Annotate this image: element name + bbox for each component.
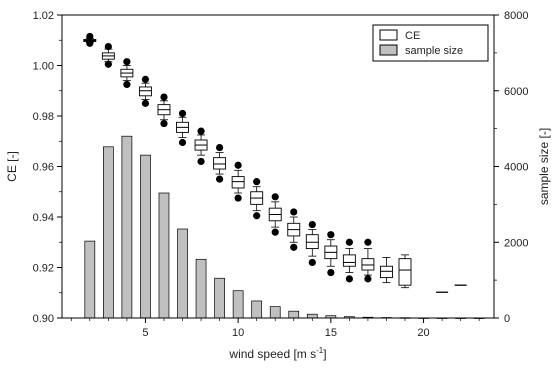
y-left-tick-label: 1.00 [33, 61, 54, 73]
sample-size-bar [195, 258, 207, 319]
legend: CE sample size [372, 24, 489, 62]
ce-outlier-point [308, 258, 316, 267]
ce-outlier-point [141, 99, 150, 107]
ce-outlier-point [364, 275, 372, 283]
ce-box [361, 258, 375, 271]
sample-size-bar [251, 300, 263, 319]
ce-box [138, 86, 152, 97]
sample-size-bar [140, 154, 151, 319]
sample-size-bars [84, 135, 485, 319]
ce-box [305, 234, 319, 250]
ce-outlier-point [327, 231, 335, 239]
ce-outlier-point [123, 80, 131, 89]
y-left-ticks: 0.90 0.92 0.94 0.96 0.98 1.00 1.02 [33, 10, 62, 325]
ce-outlier-point [234, 161, 242, 169]
ce-outlier-point [86, 32, 94, 41]
y-right-ticks: 0 2000 4000 6000 8000 [494, 10, 528, 325]
ce-outlier-point [104, 42, 112, 51]
ce-box [342, 254, 356, 267]
x-tick-label: 20 [417, 327, 429, 339]
ce-outlier-point [160, 119, 168, 128]
y-right-axis-label: sample size [-] [537, 128, 551, 205]
ce-outlier-point [327, 268, 335, 277]
sample-size-bar [84, 240, 96, 319]
sample-size-bar [232, 290, 244, 319]
sample-size-bar [177, 228, 188, 319]
ce-outlier-point [345, 238, 353, 246]
ce-box [398, 258, 412, 286]
ce-outlier-point [364, 238, 372, 246]
ce-boxplots [83, 32, 467, 293]
legend-swatch-sample-size [379, 44, 398, 56]
ce-box [380, 265, 393, 279]
y-left-tick-label: 0.96 [33, 162, 54, 174]
legend-label-sample-size: sample size [405, 45, 463, 57]
y-right-tick-label: 6000 [504, 86, 528, 98]
y-right-tick-label: 2000 [504, 237, 528, 249]
y-right-tick-label: 4000 [504, 162, 528, 174]
legend-swatch-ce [379, 29, 398, 41]
ce-outlier-point [271, 228, 279, 236]
sample-size-bar [269, 306, 281, 319]
y-left-axis-label: CE [-] [5, 151, 19, 182]
ce-outlier-point [234, 194, 242, 202]
sample-size-bar [288, 310, 300, 319]
ce-box [213, 157, 227, 170]
y-right-tick-label: 0 [504, 313, 510, 325]
ce-outlier-point [123, 58, 131, 66]
sample-size-bar [121, 135, 133, 319]
ce-outlier-point [197, 127, 205, 135]
ce-outlier-point [271, 193, 279, 201]
ce-outlier-point [253, 178, 261, 186]
y-right-tick-label: 8000 [504, 10, 528, 22]
ce-outlier-point [197, 157, 205, 166]
ce-outlier-point [290, 243, 298, 251]
y-left-tick-label: 0.92 [33, 263, 54, 275]
y-left-tick-label: 0.94 [33, 212, 54, 224]
y-left-tick-label: 0.98 [33, 111, 54, 123]
x-axis-ticks: 5 10 15 20 [70, 318, 480, 339]
y-left-tick-label: 1.02 [33, 10, 54, 22]
legend-label-ce: CE [405, 30, 420, 42]
sample-size-bar [103, 146, 114, 319]
ce-outlier-point [345, 275, 353, 283]
sample-size-bar [214, 277, 225, 319]
ce-outlier-point [160, 93, 168, 101]
ce-outlier-point [141, 75, 150, 83]
ce-outlier-point [253, 212, 261, 220]
x-tick-label: 5 [142, 327, 148, 339]
x-tick-label: 15 [325, 327, 337, 339]
sample-size-bar [158, 192, 170, 319]
ce-outlier-point [104, 60, 112, 68]
ce-outlier-point [178, 138, 187, 147]
sample-size-bar [306, 313, 318, 319]
ce-outlier-point [290, 208, 298, 216]
y-left-tick-label: 0.90 [33, 313, 54, 325]
ce-outlier-point [178, 109, 187, 118]
x-axis-label: wind speed [m s-1] [228, 346, 326, 361]
x-tick-label: 10 [232, 327, 244, 339]
ce-box [231, 176, 245, 189]
ce-outlier-point [215, 143, 224, 152]
ce-outlier-point [308, 220, 316, 229]
ce-outlier-point [86, 39, 94, 47]
ce-outlier-point [215, 175, 224, 183]
